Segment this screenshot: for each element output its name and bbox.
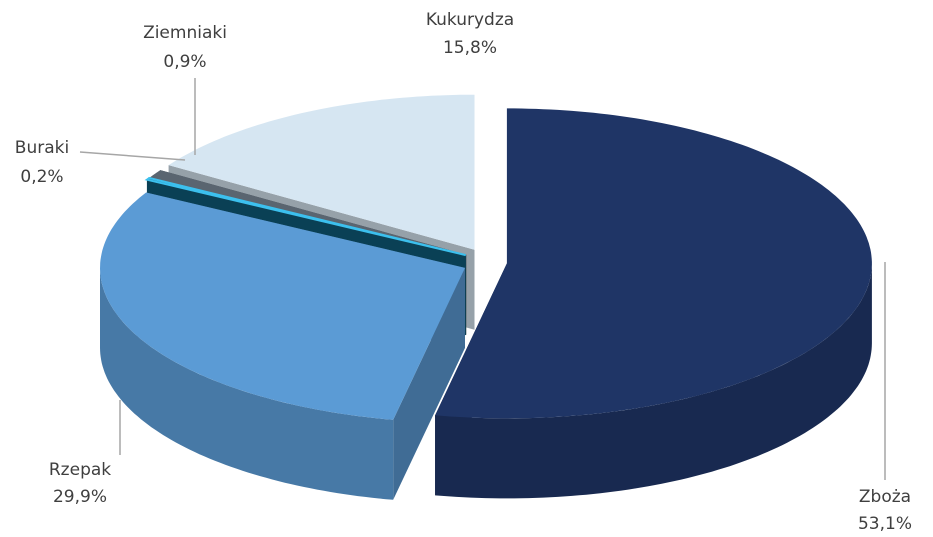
pie: [100, 94, 872, 500]
slice-top: [100, 192, 465, 420]
category-label: Ziemniaki: [143, 23, 227, 43]
slice-wall: [100, 267, 394, 500]
slice-top: [144, 176, 467, 257]
value-label: 0,9%: [163, 52, 206, 72]
value-label: 15,8%: [443, 38, 497, 58]
slice: [435, 108, 872, 499]
category-label: Kukurydza: [426, 10, 514, 30]
leader-line: [79, 151, 186, 161]
slice-top: [435, 108, 872, 419]
value-label: 0,2%: [20, 167, 63, 187]
category-label: Buraki: [15, 138, 69, 158]
slice-wall: [435, 263, 872, 499]
slice-top: [149, 170, 467, 255]
category-label: Rzepak: [49, 460, 111, 480]
value-label: 53,1%: [858, 514, 912, 534]
category-label: Zboża: [859, 487, 911, 507]
slice-top: [168, 94, 475, 250]
slice: [100, 192, 465, 500]
value-label: 29,9%: [53, 487, 107, 507]
